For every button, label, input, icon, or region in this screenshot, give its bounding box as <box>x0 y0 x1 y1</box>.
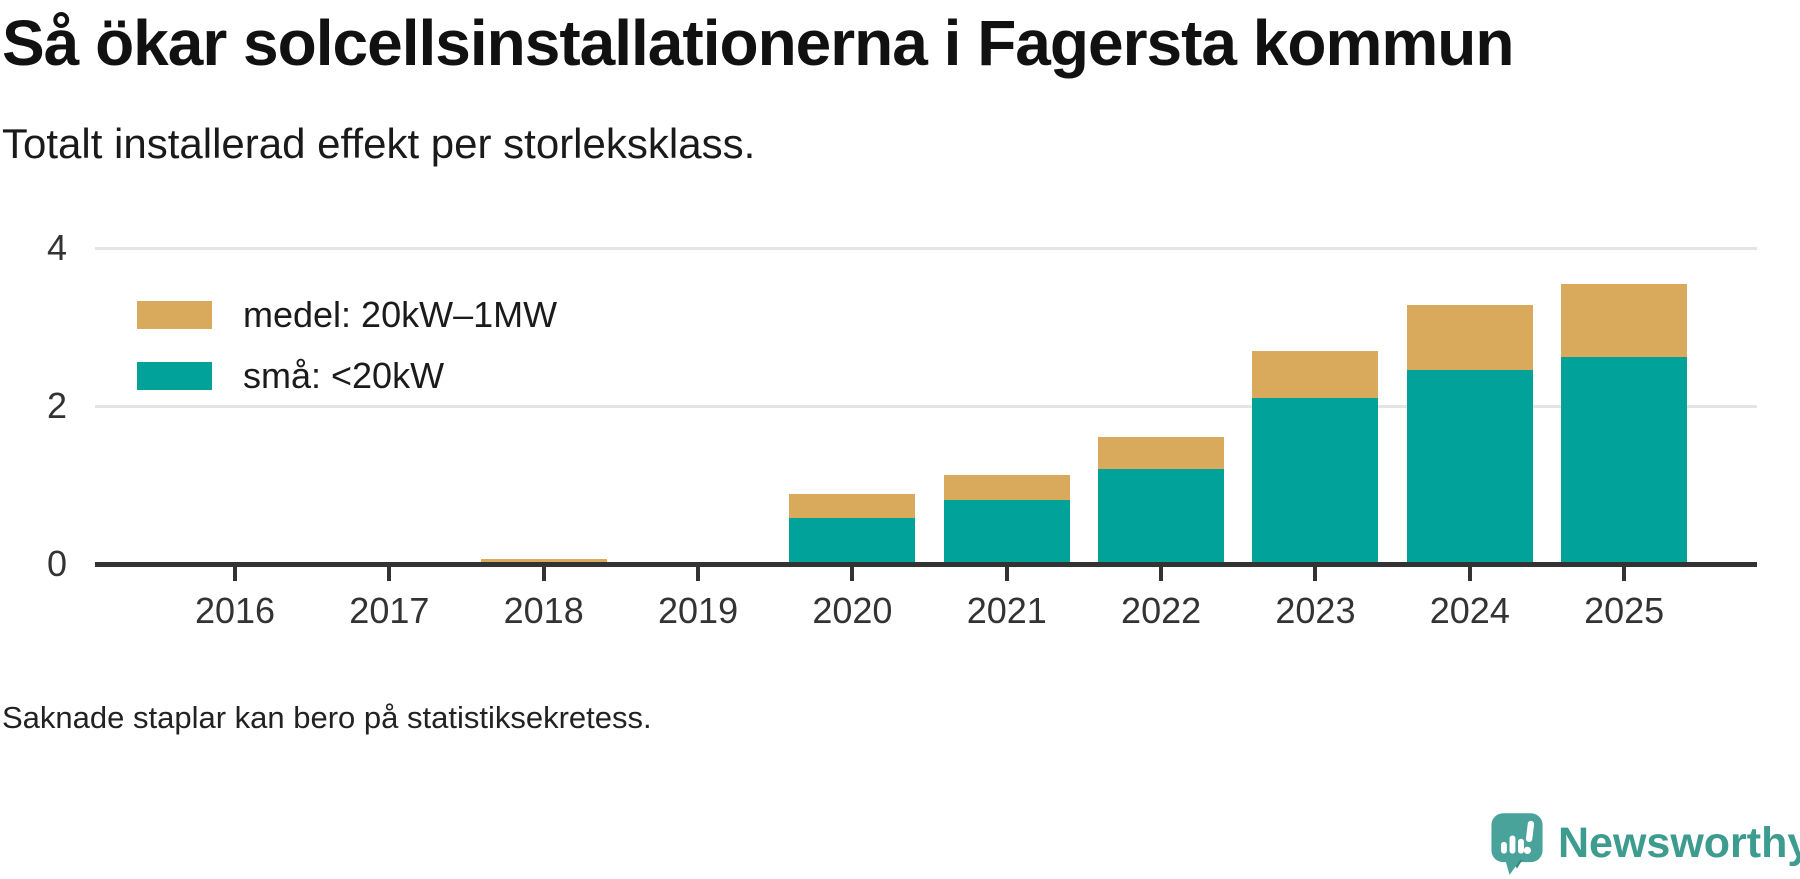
x-axis-line <box>95 562 1757 567</box>
x-axis-tick-2022 <box>1159 567 1164 581</box>
bar-segment-medel-2020 <box>789 494 916 518</box>
x-axis-label-2020: 2020 <box>812 590 893 631</box>
bar-segment-medel-2018 <box>480 559 607 562</box>
gridline-y-2 <box>95 405 1757 408</box>
legend-item-medel: medel: 20kW–1MW <box>137 294 557 336</box>
chart-title: Så ökar solcellsinstallationerna i Fager… <box>2 7 1514 79</box>
chart-footnote: Saknade staplar kan bero på statistiksek… <box>2 700 652 735</box>
x-axis-label-2017: 2017 <box>349 590 430 631</box>
x-axis-label-2024: 2024 <box>1429 590 1510 631</box>
x-axis-label-2025: 2025 <box>1584 590 1665 631</box>
bar-segment-sma-2025 <box>1561 357 1688 562</box>
x-axis-label-2016: 2016 <box>194 590 276 631</box>
legend-swatch-medel-icon <box>137 301 212 329</box>
y-axis-label: 0 <box>46 543 67 584</box>
x-axis-tick-2016 <box>233 567 237 581</box>
bar-segment-sma-2024 <box>1406 370 1533 562</box>
x-axis-tick-2018 <box>541 567 546 581</box>
gridline-y-4 <box>95 247 1757 250</box>
bar-segment-sma-2021 <box>943 500 1070 562</box>
chart-subtitle: Totalt installerad effekt per storlekskl… <box>2 120 756 167</box>
bar-segment-sma-2020 <box>789 518 916 562</box>
x-axis-tick-2024 <box>1467 567 1472 581</box>
newsworthy-logo-text: Newsworthy <box>1558 818 1800 867</box>
x-axis-tick-2017 <box>387 567 392 581</box>
newsworthy-speech-bubble-bar-chart-icon <box>1491 813 1543 875</box>
bar-segment-medel-2024 <box>1406 305 1533 370</box>
x-axis-tick-2023 <box>1313 567 1318 581</box>
x-axis-label-2023: 2023 <box>1275 590 1356 631</box>
bar-segment-medel-2021 <box>943 475 1070 500</box>
bar-segment-sma-2023 <box>1252 398 1379 562</box>
x-axis-label-2018: 2018 <box>503 590 584 631</box>
bar-segment-medel-2023 <box>1252 351 1379 398</box>
x-axis-label-2022: 2022 <box>1121 590 1202 631</box>
y-axis-label: 2 <box>46 385 67 426</box>
x-axis-tick-2021 <box>1004 567 1009 581</box>
x-axis-tick-2020 <box>850 567 855 581</box>
x-axis-label-2019: 2019 <box>658 590 739 631</box>
chart-legend: medel: 20kW–1MW små: <20kW <box>137 294 557 397</box>
bar-segment-sma-2022 <box>1098 469 1225 562</box>
x-axis-tick-2019 <box>696 567 701 581</box>
y-axis-label: 4 <box>46 227 67 268</box>
legend-label-medel: medel: 20kW–1MW <box>243 294 558 335</box>
bar-segment-medel-2025 <box>1561 284 1688 357</box>
legend-label-sma: små: <20kW <box>243 355 445 396</box>
bar-segment-medel-2022 <box>1098 437 1225 469</box>
legend-item-sma: små: <20kW <box>137 355 557 397</box>
legend-swatch-sma-icon <box>137 362 212 390</box>
x-axis-label-2021: 2021 <box>966 590 1047 631</box>
newsworthy-logo: Newsworthy <box>1488 810 1800 876</box>
x-axis-tick-2025 <box>1622 567 1627 581</box>
